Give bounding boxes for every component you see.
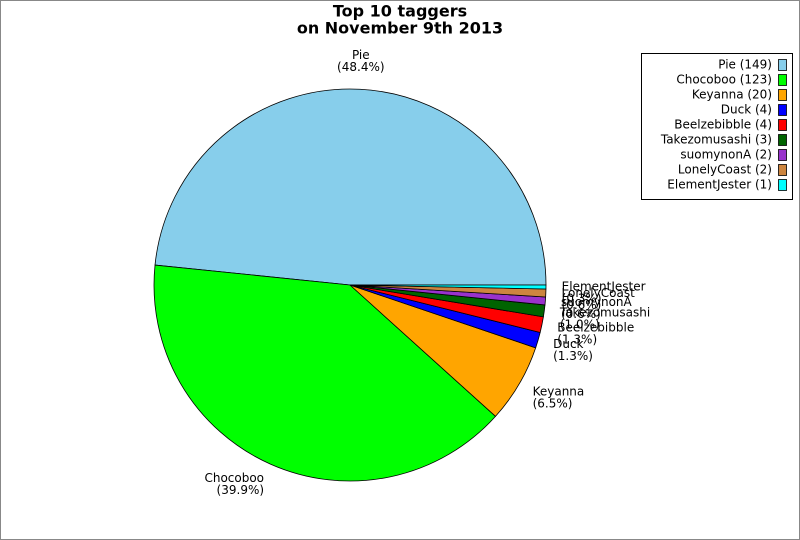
legend-swatch — [778, 134, 787, 146]
legend-swatch — [778, 149, 787, 161]
chart-title: on November 9th 2013 — [297, 19, 503, 38]
legend-label: LonelyCoast (2) — [678, 163, 772, 177]
slice-percent: (0.6%) — [561, 307, 601, 321]
pie-slice — [154, 88, 547, 286]
slice-percent: (1.3%) — [557, 332, 597, 346]
legend-box — [641, 53, 793, 200]
legend-swatch — [778, 59, 787, 71]
legend-label: Pie (149) — [718, 58, 772, 72]
slice-percent: (6.5%) — [533, 397, 573, 411]
slice-label: Beelzebibble — [557, 320, 634, 334]
legend-label: Beelzebibble (4) — [674, 118, 772, 132]
legend-swatch — [778, 179, 787, 191]
legend-label: suomynonA (2) — [680, 148, 772, 162]
chart-title: Top 10 taggers — [333, 2, 467, 21]
slice-label: Keyanna — [533, 385, 585, 399]
legend-swatch — [778, 74, 787, 86]
legend-label: Chocoboo (123) — [676, 73, 772, 87]
slice-label: Pie — [352, 48, 370, 62]
slice-label: Takezomusashi — [559, 305, 650, 319]
slice-percent: (48.4%) — [337, 60, 384, 74]
legend-label: Takezomusashi (3) — [660, 133, 772, 147]
legend-swatch — [778, 104, 787, 116]
slice-percent: (1.3%) — [553, 349, 593, 363]
legend-label: ElementJester (1) — [667, 178, 772, 192]
legend-swatch — [778, 164, 787, 176]
slice-label: suomynonA — [561, 295, 633, 309]
slice-label: Duck — [553, 337, 583, 351]
pie-slice — [153, 264, 497, 482]
slice-percent: (1.0%) — [560, 317, 600, 331]
pie-slice — [349, 284, 547, 290]
slice-percent: (0.3%) — [562, 292, 602, 306]
slice-label: ElementJester — [562, 280, 646, 294]
slice-label: LonelyCoast — [562, 286, 636, 300]
legend-swatch — [778, 89, 787, 101]
slice-percent: (39.9%) — [217, 483, 264, 497]
legend-swatch — [778, 119, 787, 131]
slice-label: Chocoboo — [204, 471, 264, 485]
legend-label: Keyanna (20) — [692, 88, 772, 102]
legend-label: Duck (4) — [721, 103, 772, 117]
slice-percent: (0.6%) — [562, 298, 602, 312]
